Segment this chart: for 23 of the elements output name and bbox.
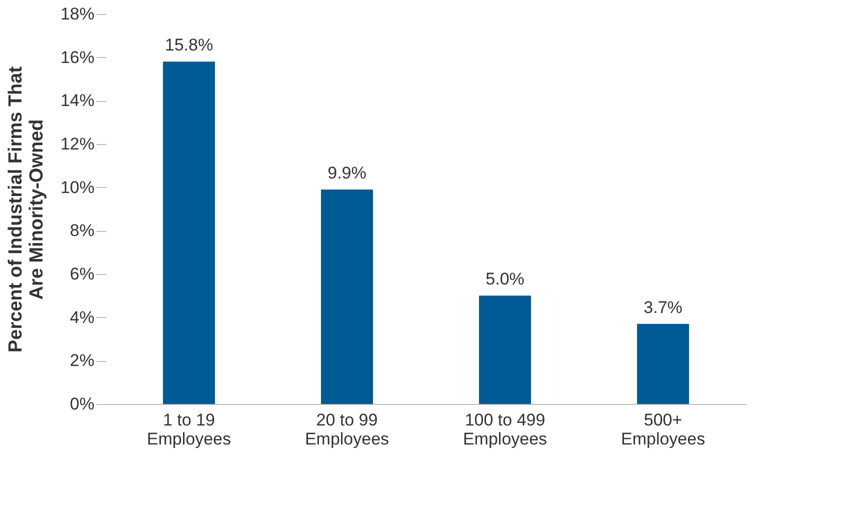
bar: [162, 62, 215, 404]
x-tick-label: 1 to 19 Employees: [146, 410, 232, 448]
bar: [320, 190, 373, 404]
x-tick-label: 100 to 499 Employees: [462, 410, 548, 448]
y-tick-label: 4%: [70, 308, 94, 327]
y-tick-label: 8%: [70, 221, 94, 240]
x-tick-label: 500+ Employees: [620, 410, 706, 448]
x-tick-label: 20 to 99 Employees: [304, 410, 390, 448]
data-label: 9.9%: [328, 164, 366, 182]
y-tick-label: 0%: [70, 394, 94, 414]
data-label: 15.8%: [164, 36, 214, 55]
y-tick-label: 16%: [60, 48, 94, 67]
data-label: 3.7%: [644, 298, 682, 317]
y-tick-label: 12%: [60, 134, 94, 154]
y-tick-label: 18%: [60, 4, 94, 24]
bar: [637, 324, 690, 404]
y-tick-label: 10%: [60, 178, 94, 197]
y-tick-label: 2%: [70, 351, 94, 370]
y-tick-label: 6%: [70, 264, 94, 284]
data-label: 5.0%: [486, 270, 524, 289]
y-tick-label: 14%: [60, 91, 94, 110]
y-axis-title: Percent of Industrial Firms That Are Minority-Owned: [5, 66, 48, 353]
bar: [479, 296, 532, 404]
